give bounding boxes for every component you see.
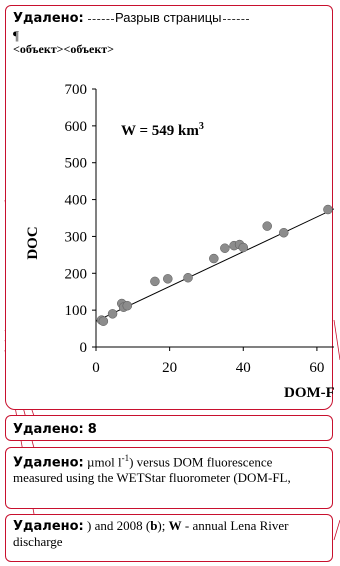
y-tick-label: 0 xyxy=(80,340,88,356)
deleted-text: 8 xyxy=(87,422,97,437)
data-point xyxy=(238,242,249,253)
deleted-label: Удалено: xyxy=(13,519,84,534)
discharge-annotation: W = 549 km3 xyxy=(121,121,204,139)
deleted-text-start: ) and 2008 ( xyxy=(83,518,151,533)
data-point xyxy=(209,253,219,264)
x-tick-label: 20 xyxy=(162,360,177,376)
x-tick-label: 0 xyxy=(92,360,100,376)
y-tick-label: 600 xyxy=(65,119,88,135)
deleted-text-w: W xyxy=(168,518,182,533)
deleted-text-mid: ); xyxy=(157,518,169,533)
y-tick-label: 100 xyxy=(65,303,88,319)
deleted-text-b: b xyxy=(150,518,158,533)
data-point xyxy=(107,309,118,319)
objects-placeholder: <объект><объект> xyxy=(13,42,115,56)
page-break-dashes-right xyxy=(222,18,249,20)
chart-ticks: 0 100 200 300 400 500 600 700 0 20 40 60 xyxy=(65,82,325,376)
deleted-text-sup: -1 xyxy=(121,453,130,463)
data-point xyxy=(98,316,109,326)
y-tick-label: 700 xyxy=(65,82,88,98)
data-point xyxy=(262,221,272,231)
deleted-label: Удалено: xyxy=(13,422,84,437)
deleted-text-end: - annual Lena River discharge xyxy=(13,518,289,549)
chart-axes xyxy=(95,89,334,348)
deleted-text-end: ) versus DOM fluorescence measured using… xyxy=(13,454,291,486)
balloon-header-line: Удалено: Разрыв страницы xyxy=(13,10,250,26)
chart-points xyxy=(96,204,333,326)
data-point xyxy=(323,204,333,215)
page-break-dashes-left xyxy=(88,18,114,20)
data-point xyxy=(183,272,193,283)
deleted-comment-balloon-2008[interactable]: Удалено: ) and 2008 (b); W - annual Lena… xyxy=(5,514,333,562)
deleted-text-start: µmol l xyxy=(83,454,122,470)
data-point xyxy=(279,227,289,238)
y-tick-label: 400 xyxy=(65,193,88,209)
page-break-text: Разрыв страницы xyxy=(115,10,222,25)
data-point xyxy=(163,274,173,284)
regression-line xyxy=(95,208,334,322)
deleted-label: Удалено: xyxy=(13,455,84,471)
x-tick-label: 60 xyxy=(309,360,324,376)
deleted-comment-balloon-main[interactable]: Удалено: Разрыв страницы ¶ <объект><объе… xyxy=(5,5,334,410)
x-axis-label: DOM-F xyxy=(284,385,334,401)
deleted-label: Удалено: xyxy=(13,11,84,26)
paragraph-mark: ¶ xyxy=(13,28,19,43)
data-point xyxy=(122,300,133,311)
y-tick-label: 300 xyxy=(65,229,88,245)
y-tick-label: 500 xyxy=(65,156,88,172)
data-point xyxy=(150,276,160,287)
y-axis-label: DOC xyxy=(25,226,41,259)
chart-fit-line xyxy=(95,208,334,322)
data-point xyxy=(220,243,230,253)
deleted-comment-balloon-umol[interactable]: Удалено: µmol l-1) versus DOM fluorescen… xyxy=(5,447,333,509)
x-tick-label: 40 xyxy=(236,360,251,376)
deleted-comment-balloon-8[interactable]: Удалено: 8 xyxy=(5,415,333,441)
y-tick-label: 200 xyxy=(65,266,88,282)
